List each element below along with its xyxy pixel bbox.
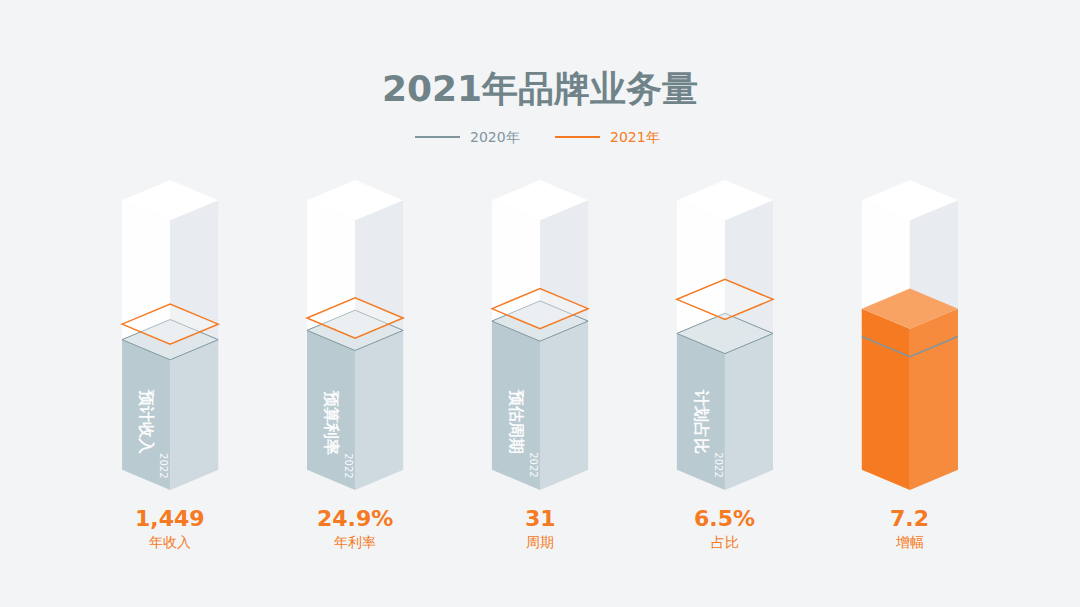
svg-text:占比: 占比	[711, 534, 739, 550]
svg-text:计划占比: 计划占比	[692, 389, 711, 454]
svg-text:2021年: 2021年	[610, 129, 660, 145]
svg-text:周期: 周期	[526, 534, 554, 550]
svg-text:年利率: 年利率	[334, 534, 376, 550]
svg-text:24.9%: 24.9%	[317, 506, 393, 531]
svg-text:预计收入: 预计收入	[137, 389, 156, 455]
svg-text:年收入: 年收入	[149, 534, 191, 550]
svg-text:2022: 2022	[158, 453, 169, 478]
svg-text:2022: 2022	[528, 452, 539, 477]
svg-text:2020年: 2020年	[470, 129, 520, 145]
svg-text:1,449: 1,449	[135, 506, 205, 531]
svg-text:6.5%: 6.5%	[694, 506, 755, 531]
svg-text:预估周期: 预估周期	[507, 389, 526, 454]
svg-text:预算利率: 预算利率	[322, 390, 341, 455]
svg-text:2021年品牌业务量: 2021年品牌业务量	[382, 68, 698, 109]
svg-text:增幅: 增幅	[895, 534, 924, 550]
svg-text:2022: 2022	[713, 452, 724, 477]
svg-text:2022: 2022	[343, 453, 354, 478]
svg-text:31: 31	[525, 506, 556, 531]
svg-text:7.2: 7.2	[890, 506, 929, 531]
